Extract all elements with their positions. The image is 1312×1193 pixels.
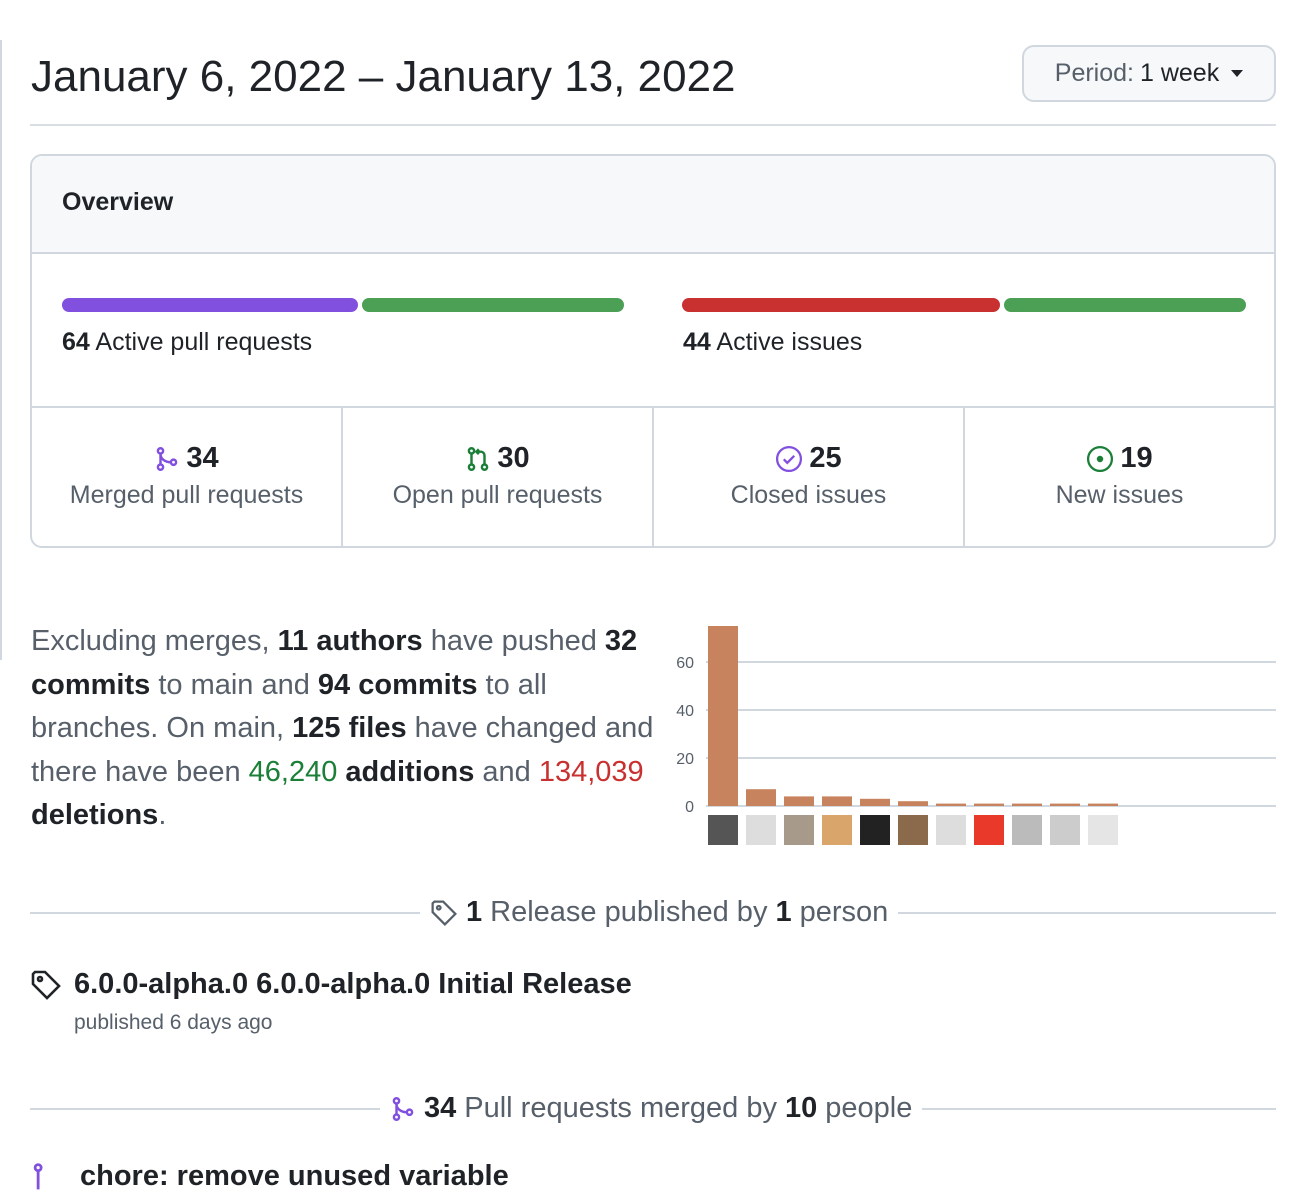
bar — [708, 626, 738, 806]
author-avatar — [860, 815, 890, 845]
overview-title: Overview — [32, 156, 1274, 254]
bar — [860, 798, 890, 806]
git-merge-icon — [33, 1162, 43, 1189]
author-avatar — [822, 815, 852, 845]
y-tick-label: 40 — [676, 703, 694, 720]
bar — [746, 789, 776, 806]
bar — [898, 801, 928, 806]
y-tick-label: 0 — [685, 799, 694, 816]
git-merge-icon — [157, 446, 178, 471]
releases-header: 1 Release published by 1 person — [30, 896, 1276, 929]
page-title: January 6, 2022 – January 13, 2022 — [31, 52, 736, 101]
y-tick-label: 20 — [676, 751, 694, 768]
release-title-link[interactable]: 6.0.0-alpha.0 6.0.0-alpha.0 Initial Rele… — [74, 968, 632, 1000]
overview-box: Overview 64 Active pull requests 44 Acti… — [30, 154, 1276, 548]
author-avatar — [936, 815, 966, 845]
author-avatar — [746, 815, 776, 845]
merged-pr-segment — [62, 298, 358, 312]
tag-icon — [431, 899, 457, 926]
tag-icon — [31, 970, 61, 1000]
author-avatar — [1050, 815, 1080, 845]
period-dropdown[interactable]: Period: 1 week — [1022, 45, 1276, 102]
commits-chart: 0 20 40 60 — [676, 626, 1276, 845]
stat-merged-prs[interactable]: 34 Merged pull requests — [32, 408, 343, 546]
open-pr-segment — [362, 298, 624, 312]
author-avatar — [1088, 815, 1118, 845]
issue-opened-icon — [1087, 445, 1114, 472]
bar — [822, 796, 852, 806]
stat-open-prs[interactable]: 30 Open pull requests — [343, 408, 654, 546]
divider — [30, 124, 1276, 126]
bar — [974, 803, 1004, 806]
stat-closed-issues[interactable]: 25 Closed issues — [654, 408, 965, 546]
bar — [1050, 803, 1080, 806]
left-border — [0, 40, 2, 660]
git-pull-request-icon — [468, 446, 489, 471]
period-label: Period: — [1054, 59, 1134, 87]
closed-issue-segment — [682, 298, 1000, 312]
active-prs-link[interactable]: 64 Active pull requests — [62, 328, 313, 356]
release-item: 6.0.0-alpha.0 6.0.0-alpha.0 Initial Rele… — [30, 968, 632, 1035]
issue-closed-icon — [776, 445, 803, 472]
y-tick-label: 60 — [676, 655, 694, 672]
author-avatar — [784, 815, 814, 845]
caret-down-icon — [1231, 70, 1244, 77]
stat-new-issues[interactable]: 19 New issues — [1055, 442, 1184, 509]
bar — [936, 803, 966, 806]
author-avatar — [708, 815, 738, 845]
bar — [1012, 803, 1042, 806]
period-value: 1 week — [1140, 59, 1220, 87]
author-avatar — [1012, 815, 1042, 845]
pr-progress-bar — [62, 298, 624, 312]
bar — [1088, 803, 1118, 806]
merged-prs-header: 34 Pull requests merged by 10 people — [30, 1092, 1276, 1125]
git-merge-icon — [392, 1096, 414, 1121]
active-issues-link[interactable]: 44 Active issues — [683, 328, 863, 356]
author-avatar — [898, 815, 928, 845]
new-issue-segment — [1004, 298, 1246, 312]
issue-progress-bar — [682, 298, 1246, 312]
merged-pr-item[interactable]: chore: remove unused variable — [30, 1160, 509, 1193]
author-avatar — [974, 815, 1004, 845]
release-published: published 6 days ago — [74, 1011, 273, 1034]
commit-summary: Excluding merges, 11 authors have pushed… — [31, 625, 654, 831]
bar — [784, 796, 814, 806]
